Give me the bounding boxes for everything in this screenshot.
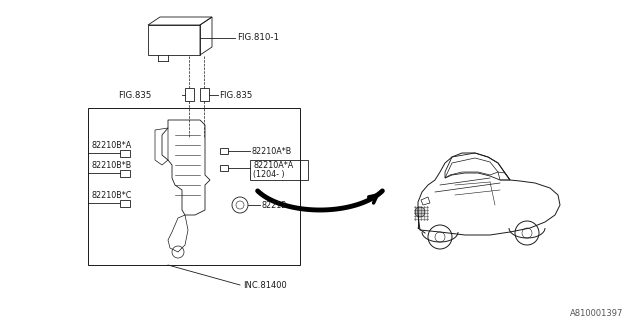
Text: 82210B*B: 82210B*B [91,162,131,171]
Text: INC.81400: INC.81400 [243,281,287,290]
Bar [220,165,228,171]
Text: 82212: 82212 [262,201,287,210]
Text: (1204- ): (1204- ) [253,170,285,179]
Bar [120,170,130,177]
Bar [120,200,130,207]
Bar [200,88,209,101]
Text: 82210A*A: 82210A*A [253,161,293,170]
Text: FIG.810-1: FIG.810-1 [237,34,279,43]
Bar [88,108,300,265]
Text: FIG.835: FIG.835 [219,91,252,100]
Bar [185,88,194,101]
Bar [120,150,130,157]
Text: 82210A*B: 82210A*B [252,147,292,156]
Text: FIG.835: FIG.835 [118,91,152,100]
Circle shape [415,207,425,217]
Text: 82210B*A: 82210B*A [91,140,131,149]
Text: A810001397: A810001397 [570,308,623,317]
Bar [220,148,228,154]
Bar [250,160,308,180]
Text: 82210B*C: 82210B*C [91,191,131,201]
